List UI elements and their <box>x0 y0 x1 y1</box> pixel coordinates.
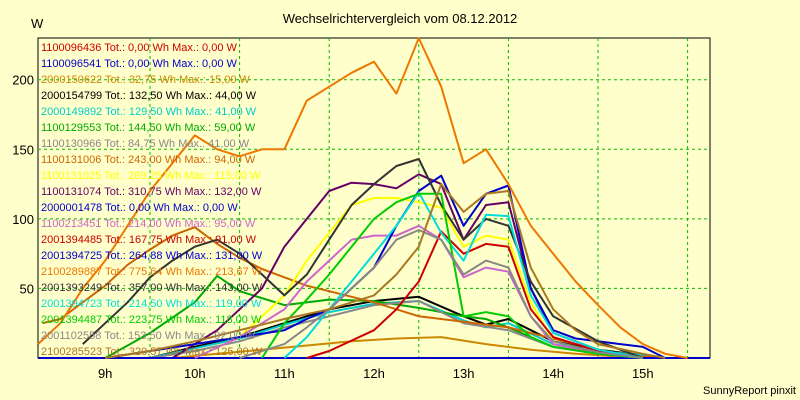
series-line <box>239 229 643 359</box>
legend-entry: 2001394485 Tot.: 167,75 Wh Max.: 91,00 W <box>41 234 257 246</box>
series-line <box>172 336 666 359</box>
legend-entry: 2000001478 Tot.: 0,00 Wh Max.: 0,00 W <box>41 202 238 214</box>
series-line <box>105 183 666 359</box>
series-lines <box>37 37 710 359</box>
legend-entry: 1100131074 Tot.: 310,75 Wh Max.: 132,00 … <box>41 186 262 198</box>
footer-credit: SunnyReport pinxit <box>703 385 796 397</box>
series-line <box>283 191 643 359</box>
x-axis-ticks: 9h 10h 11h 12h 13h 14h 15h <box>98 366 654 381</box>
legend-entry: 1100213451 Tot.: 214,00 Wh Max.: 95,00 W <box>41 218 256 230</box>
legend-entry: 1100129553 Tot.: 144,50 Wh Max.: 59,00 W <box>41 122 256 134</box>
x-tick-label: 9h <box>98 366 112 381</box>
legend-entry: 2001394725 Tot.: 264,88 Wh Max.: 131,00 … <box>41 250 263 262</box>
legend-entry: 1100096436 Tot.: 0,00 Wh Max.: 0,00 W <box>41 42 237 54</box>
x-tick-label: 10h <box>184 366 206 381</box>
y-axis-ticks: 50 100 150 200 <box>12 73 34 297</box>
chart-title: Wechselrichtervergleich vom 08.12.2012 <box>283 11 518 26</box>
legend-entry: 1100130966 Tot.: 84,75 Wh Max.: 41,00 W <box>41 138 250 150</box>
legend-entry: 2000149892 Tot.: 129,50 Wh Max.: 41,00 W <box>41 106 257 118</box>
legend-entry: 1100131006 Tot.: 243,00 Wh Max.: 94,00 W <box>41 154 256 166</box>
y-tick-label: 100 <box>12 212 34 227</box>
legend-entry: 2100285523 Tot.: 320,57 Wh Max.: 125,00 … <box>41 346 263 358</box>
x-tick-label: 13h <box>453 366 475 381</box>
y-tick-label: 200 <box>12 73 34 88</box>
legend-entry: 2100289887 Tot.: 775,64 Wh Max.: 213,67 … <box>41 266 263 278</box>
series-line <box>261 192 643 359</box>
y-tick-label: 150 <box>12 142 34 157</box>
legend-entry: 2001393249 Tot.: 357,00 Wh Max.: 143,00 … <box>41 282 263 294</box>
x-tick-label: 11h <box>274 366 295 381</box>
series-line <box>194 197 643 359</box>
legend: 1100096436 Tot.: 0,00 Wh Max.: 0,00 W 110… <box>41 42 263 358</box>
legend-entry: 1100131025 Tot.: 269,25 Wh Max.: 115,00 … <box>41 170 261 182</box>
series-line <box>82 158 644 359</box>
legend-entry: 2000150622 Tot.: 32,75 Wh Max.: 15,00 W <box>41 74 251 86</box>
legend-entry: 2000154799 Tot.: 132,50 Wh Max.: 44,00 W <box>41 90 257 102</box>
x-tick-label: 12h <box>363 366 385 381</box>
y-axis-label: W <box>31 16 44 31</box>
x-tick-label: 15h <box>632 366 654 381</box>
legend-entry: 2001394723 Tot.: 214,50 Wh Max.: 119,00 … <box>41 298 262 310</box>
y-tick-label: 50 <box>20 281 34 296</box>
x-tick-label: 14h <box>542 366 564 381</box>
legend-entry: 2001394487 Tot.: 223,75 Wh Max.: 118,00 … <box>41 314 262 326</box>
legend-entry: 2001102558 Tot.: 153,50 Wh Max.: 92,00 W <box>41 330 256 342</box>
legend-entry: 1100096541 Tot.: 0,00 Wh Max.: 0,00 W <box>41 58 237 70</box>
series-line <box>306 230 643 359</box>
series-line <box>37 37 688 359</box>
